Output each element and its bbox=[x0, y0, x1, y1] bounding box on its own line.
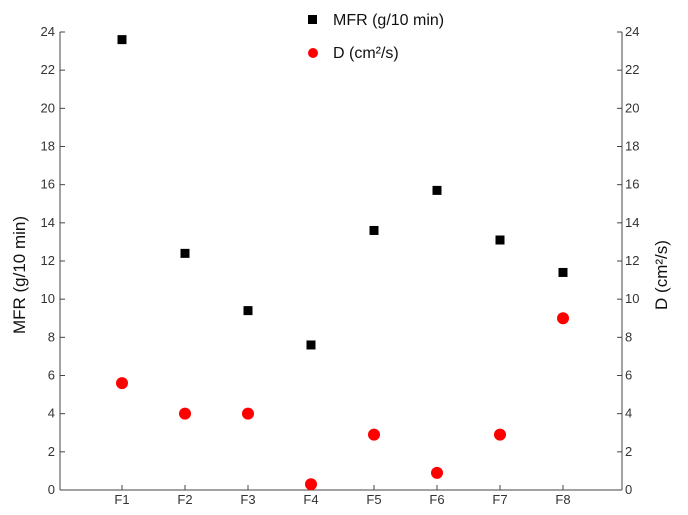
data-point-mfr-f6 bbox=[432, 185, 442, 195]
data-point-mfr-f4 bbox=[306, 340, 316, 350]
y-left-tick-label: 16 bbox=[41, 177, 55, 192]
x-tick-label-f6: F6 bbox=[429, 492, 444, 507]
y-left-tick-label: 24 bbox=[41, 24, 55, 39]
x-tick-label-f2: F2 bbox=[177, 492, 192, 507]
y-left-tick-label: 4 bbox=[48, 406, 55, 421]
data-point-d-f8 bbox=[557, 312, 569, 325]
y-right-tick-label: 18 bbox=[625, 139, 639, 154]
y-right-tick-label: 12 bbox=[625, 253, 639, 268]
y-right-tick-label: 4 bbox=[625, 406, 632, 421]
x-tick-label-f7: F7 bbox=[492, 492, 507, 507]
data-point-mfr-f5 bbox=[369, 225, 379, 235]
y-left-tick-label: 8 bbox=[48, 329, 55, 344]
y-left-tick-label: 10 bbox=[41, 291, 55, 306]
y-right-tick-label: 0 bbox=[625, 482, 632, 497]
x-tick-label-f5: F5 bbox=[366, 492, 381, 507]
data-point-d-f4 bbox=[305, 478, 317, 491]
y-right-tick-label: 24 bbox=[625, 24, 639, 39]
y-right-tick-label: 16 bbox=[625, 177, 639, 192]
y-right-tick-label: 14 bbox=[625, 215, 639, 230]
data-point-mfr-f1 bbox=[117, 35, 127, 45]
y-left-tick-label: 20 bbox=[41, 100, 55, 115]
data-point-d-f1 bbox=[116, 377, 128, 390]
y-left-tick-label: 6 bbox=[48, 368, 55, 383]
y-left-tick-label: 22 bbox=[41, 62, 55, 77]
legend-marker-d bbox=[308, 48, 318, 58]
data-point-d-f2 bbox=[179, 407, 191, 420]
y-right-tick-label: 22 bbox=[625, 62, 639, 77]
data-point-d-f7 bbox=[494, 428, 506, 441]
y-right-tick-label: 2 bbox=[625, 444, 632, 459]
x-tick-label-f4: F4 bbox=[303, 492, 318, 507]
x-tick-label-f8: F8 bbox=[555, 492, 570, 507]
y-left-tick-label: 18 bbox=[41, 139, 55, 154]
y-axis-left-title: MFR (g/10 min) bbox=[10, 216, 29, 334]
y-right-tick-label: 8 bbox=[625, 329, 632, 344]
y-right-tick-label: 10 bbox=[625, 291, 639, 306]
data-point-mfr-f3 bbox=[243, 306, 253, 316]
data-point-mfr-f2 bbox=[180, 248, 190, 258]
marks-layer bbox=[116, 35, 569, 491]
x-tick-label-f3: F3 bbox=[240, 492, 255, 507]
legend-marker-mfr bbox=[308, 15, 317, 24]
y-right-tick-label: 20 bbox=[625, 100, 639, 115]
data-point-mfr-f7 bbox=[495, 235, 505, 245]
data-point-d-f6 bbox=[431, 466, 443, 479]
y-axis-right-title: D (cm²/s) bbox=[652, 240, 671, 310]
y-left-tick-label: 12 bbox=[41, 253, 55, 268]
y-left-tick-label: 0 bbox=[48, 482, 55, 497]
data-point-d-f3 bbox=[242, 407, 254, 420]
x-tick-label-f1: F1 bbox=[114, 492, 129, 507]
legend: MFR (g/10 min) D (cm²/s) bbox=[308, 12, 444, 62]
y-left-tick-label: 2 bbox=[48, 444, 55, 459]
data-point-d-f5 bbox=[368, 428, 380, 441]
y-right-tick-label: 6 bbox=[625, 368, 632, 383]
y-left-tick-label: 14 bbox=[41, 215, 55, 230]
legend-label-mfr: MFR (g/10 min) bbox=[333, 12, 444, 29]
legend-label-d: D (cm²/s) bbox=[333, 45, 399, 62]
data-point-mfr-f8 bbox=[558, 267, 568, 277]
